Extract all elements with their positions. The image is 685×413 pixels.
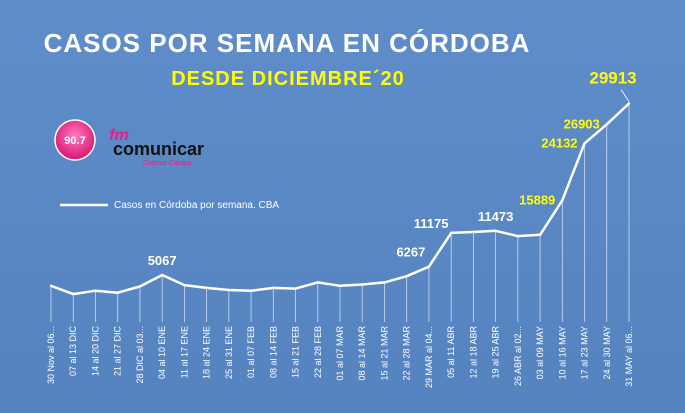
data-label: 6267: [396, 245, 425, 260]
legend-label: Casos en Córdoba por semana. CBA: [114, 200, 279, 211]
x-tick-label: 31 MAY al 06...: [624, 326, 634, 387]
data-label: 24132: [541, 135, 577, 150]
series-line: [49, 102, 631, 296]
data-point: [516, 234, 520, 238]
data-point: [205, 286, 208, 290]
logo-circle: [54, 119, 96, 161]
x-tick-label: 12 al 18 ABR: [468, 326, 478, 379]
data-point: [361, 283, 364, 286]
x-tick-label: 03 al 09 MAY: [535, 326, 545, 379]
chart-title: CASOS POR SEMANA EN CÓRDOBA: [44, 28, 531, 58]
data-point: [472, 230, 475, 234]
data-label: 15889: [519, 192, 555, 207]
x-tick-label: 01 al 07 MAR: [335, 326, 345, 381]
data-point: [338, 284, 342, 288]
x-tick-label: 07 al 13 DIC: [68, 326, 78, 377]
data-point: [538, 233, 542, 236]
data-label: 29913: [589, 69, 636, 88]
data-point: [249, 289, 253, 292]
data-label: 11473: [478, 209, 513, 224]
x-tick-label: 15 al 21 FEB: [291, 326, 301, 378]
data-point: [49, 284, 53, 288]
grid: [50, 103, 630, 322]
x-tick-label: 04 al 10 ENE: [157, 326, 167, 379]
data-label: 5067: [148, 253, 177, 268]
data-point: [116, 291, 119, 294]
data-label: 26903: [564, 116, 600, 131]
data-point: [494, 229, 497, 232]
logo-brand-prefix: fm: [109, 127, 129, 144]
data-point: [316, 281, 319, 284]
data-point: [605, 123, 608, 126]
data-point: [183, 283, 186, 287]
data-point: [138, 285, 142, 288]
logo-tagline: Colonia Caroya: [143, 160, 191, 167]
data-point: [160, 273, 164, 277]
x-axis-ticks: 30 Nov al 06... 07 al 13 DIC 14 al 20 DIC 2…: [46, 326, 634, 389]
x-tick-label: 29 MAR al 04...: [424, 326, 434, 388]
x-tick-label: 30 Nov al 06...: [46, 326, 56, 384]
x-tick-label: 22 al 28 MAR: [402, 326, 412, 381]
data-point: [627, 102, 631, 105]
data-point: [294, 287, 297, 290]
x-tick-label: 08 al 14 MAR: [357, 326, 367, 381]
x-tick-label: 28 DIC al 03...: [135, 326, 145, 384]
logo-brand-name: comunicar: [113, 139, 204, 159]
chart-subtitle: DESDE DICIEMBRE´20: [171, 68, 405, 90]
logo-frequency: 90.7: [64, 135, 85, 147]
x-tick-label: 11 al 17 ENE: [179, 326, 189, 378]
data-point: [72, 292, 75, 296]
x-tick-label: 10 al 16 MAY: [557, 326, 567, 379]
x-tick-label: 22 al 28 FEB: [313, 326, 323, 378]
data-point: [449, 231, 453, 235]
x-tick-label: 01 al 07 FEB: [246, 326, 256, 378]
x-tick-label: 17 al 23 MAY: [580, 326, 590, 379]
data-point: [427, 265, 431, 268]
x-tick-label: 24 al 30 MAY: [602, 326, 612, 379]
station-logo: 90.7 fm comunicar Colonia Caroya: [54, 119, 204, 167]
legend: Casos en Córdoba por semana. CBA: [60, 200, 279, 211]
x-tick-label: 25 al 31 ENE: [224, 326, 234, 379]
data-label-leader: [620, 89, 630, 102]
data-point: [94, 289, 97, 292]
x-tick-label: 18 al 24 ENE: [202, 326, 212, 379]
x-tick-label: 08 al 14 FEB: [268, 326, 278, 378]
x-tick-label: 05 al 11 ABR: [446, 326, 456, 378]
data-point: [561, 199, 564, 202]
data-point: [227, 288, 231, 292]
x-tick-label: 15 al 21 MAR: [379, 326, 389, 381]
data-label: 11175: [414, 216, 449, 231]
x-tick-label: 26 ABR al 02...: [513, 326, 523, 386]
x-tick-label: 19 al 25 ABR: [491, 326, 501, 379]
data-point: [272, 286, 275, 290]
data-point: [383, 281, 386, 284]
data-labels: 5067 6267 11175 11473 15889 24132 26903 29913: [148, 69, 637, 269]
data-point: [583, 142, 586, 145]
x-tick-label: 21 al 27 DIC: [113, 326, 123, 377]
data-point: [405, 274, 408, 278]
x-tick-label: 14 al 20 DIC: [90, 326, 100, 377]
